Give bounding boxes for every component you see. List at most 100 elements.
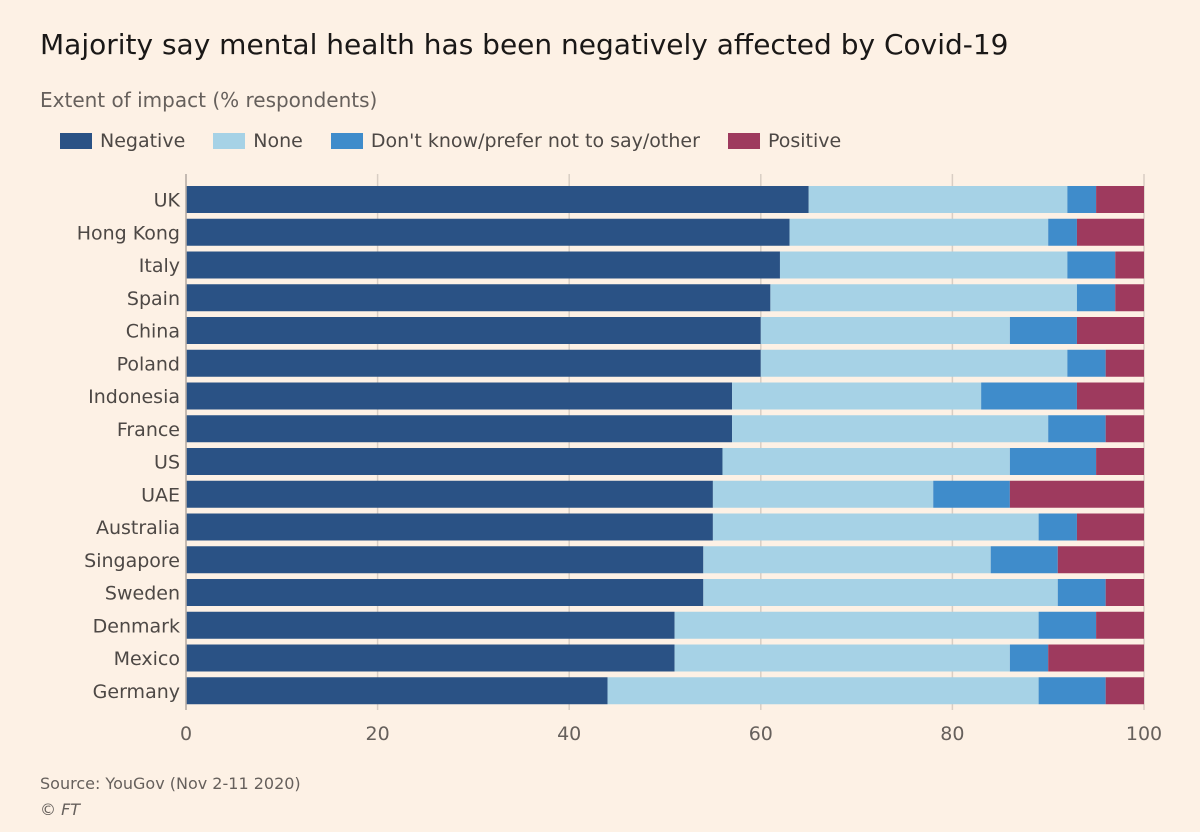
bar-segment — [1076, 513, 1144, 541]
bar-segment — [186, 382, 733, 410]
bar-segment — [1115, 284, 1144, 312]
bar-segment — [1038, 513, 1077, 541]
bar-segment — [186, 415, 733, 443]
bar-segment — [1048, 218, 1077, 246]
bar-segment — [186, 349, 761, 377]
bar-segment — [1038, 677, 1106, 705]
bar-segment — [1038, 611, 1097, 639]
x-tick-label: 60 — [749, 723, 773, 745]
bar-segment — [1067, 349, 1106, 377]
legend-item: None — [213, 130, 303, 152]
bar-segment — [1067, 186, 1097, 213]
legend-swatch — [330, 133, 363, 149]
bar-segment — [186, 284, 771, 312]
x-tick-label: 100 — [1126, 723, 1162, 745]
bar-segment — [186, 644, 675, 672]
legend-label: Don't know/prefer not to say/other — [370, 130, 700, 152]
bar-segment — [1009, 644, 1049, 672]
bar-segment — [1057, 579, 1106, 606]
bar-segment — [712, 480, 934, 508]
x-tick-label: 0 — [180, 723, 192, 745]
bar-segment — [186, 186, 809, 213]
y-category-label: Denmark — [93, 615, 180, 637]
y-category-label: Hong Kong — [77, 222, 180, 244]
bar-segment — [722, 448, 1010, 475]
bar-segment — [186, 513, 713, 541]
y-category-label: Singapore — [84, 550, 180, 572]
y-category-label: Indonesia — [88, 386, 180, 408]
bar-segment — [760, 349, 1068, 377]
bar-segment — [186, 677, 608, 705]
bar-segment — [186, 579, 704, 606]
bar-segment — [808, 186, 1068, 213]
legend-item: Negative — [60, 130, 185, 152]
bar-segment — [186, 317, 761, 344]
bar-segment — [1105, 415, 1144, 443]
x-tick-label: 80 — [940, 723, 964, 745]
bar-segment — [674, 644, 1010, 672]
y-category-label: Mexico — [114, 648, 180, 670]
y-category-label: China — [126, 321, 180, 343]
bar-segment — [1057, 546, 1144, 574]
legend-label: None — [253, 130, 303, 152]
bar-segment — [732, 415, 1049, 443]
bar-segment — [1009, 480, 1144, 508]
y-category-label: Sweden — [105, 583, 180, 605]
y-category-label: Australia — [96, 517, 180, 539]
bar-segment — [186, 218, 790, 246]
legend-swatch — [60, 133, 92, 149]
bar-segment — [1115, 251, 1144, 279]
bar-segment — [186, 611, 675, 639]
y-category-label: US — [154, 452, 180, 474]
bar-segment — [674, 611, 1039, 639]
bar-segment — [760, 317, 1010, 344]
chart-subtitle: Extent of impact (% respondents) — [40, 88, 378, 112]
bar-segment — [1048, 415, 1106, 443]
bar-segment — [1067, 251, 1116, 279]
bar-segment — [1096, 448, 1144, 475]
bar-segment — [1105, 677, 1144, 705]
bar-segment — [186, 480, 713, 508]
legend-swatch — [213, 133, 246, 149]
legend-label: Positive — [767, 130, 842, 152]
bar-segment — [607, 677, 1039, 705]
bar-segment — [1009, 317, 1077, 344]
bar-segment — [1048, 644, 1144, 672]
bar-segment — [1096, 186, 1144, 213]
bar-segment — [933, 480, 1010, 508]
bar-segment — [1076, 218, 1144, 246]
bar-segment — [770, 284, 1077, 312]
y-category-label: Spain — [127, 288, 180, 310]
y-category-label: UAE — [141, 484, 180, 506]
bar-segment — [1076, 317, 1144, 344]
bar-segment — [703, 579, 1058, 606]
bar-segment — [1076, 382, 1144, 410]
x-tick-label: 20 — [366, 723, 390, 745]
bar-segment — [186, 546, 704, 574]
bar-segment — [186, 448, 723, 475]
y-category-label: France — [117, 419, 180, 441]
y-category-label: Germany — [93, 681, 180, 703]
bar-segment — [732, 382, 982, 410]
x-tick-label: 40 — [557, 723, 581, 745]
legend: Negative None Don't know/prefer not to say… — [60, 130, 869, 152]
legend-swatch — [727, 133, 760, 149]
copyright: © FT — [40, 800, 81, 819]
legend-item: Positive — [727, 130, 842, 152]
bar-segment — [1096, 611, 1144, 639]
legend-item: Don't know/prefer not to say/other — [330, 130, 700, 152]
y-category-label: Poland — [117, 353, 180, 375]
bar-segment — [1105, 579, 1144, 606]
bar-segment — [789, 218, 1049, 246]
bar-segment — [990, 546, 1058, 574]
chart-title: Majority say mental health has been nega… — [40, 28, 1009, 61]
y-category-label: Italy — [139, 255, 180, 277]
bar-segment — [1105, 349, 1144, 377]
y-category-label: UK — [154, 190, 181, 212]
bar-segment — [186, 251, 780, 279]
bar-segment — [1076, 284, 1116, 312]
bar-segment — [703, 546, 991, 574]
bar-segment — [779, 251, 1068, 279]
bar-segment — [981, 382, 1077, 410]
source-note: Source: YouGov (Nov 2-11 2020) — [40, 774, 301, 793]
